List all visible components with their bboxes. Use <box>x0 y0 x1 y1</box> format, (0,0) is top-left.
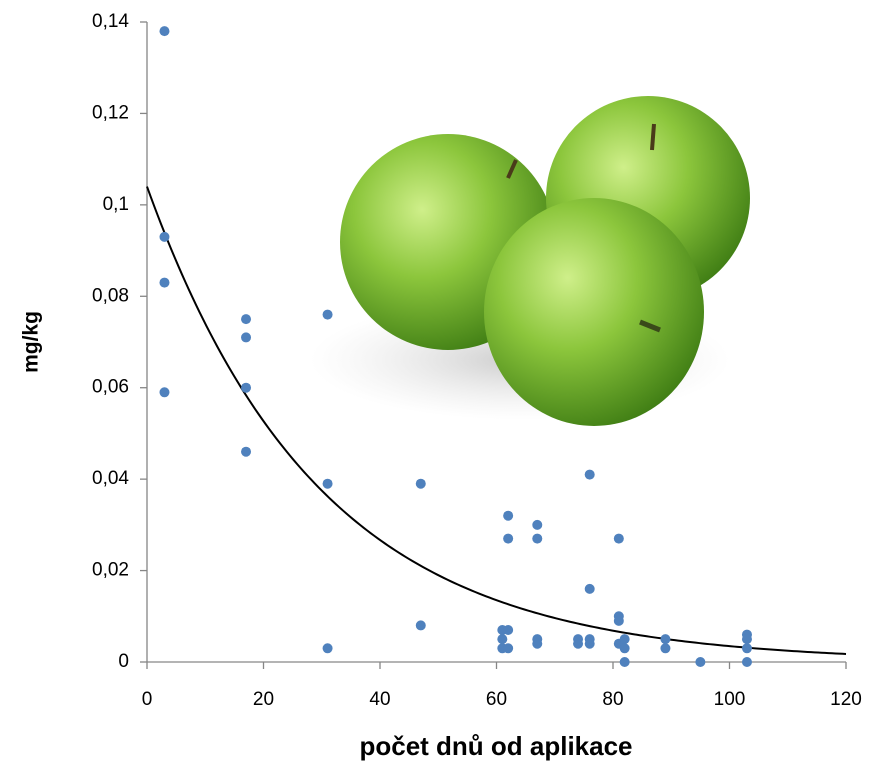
point <box>159 232 169 242</box>
y-tick-label: 0,08 <box>92 285 129 306</box>
y-tick-label: 0,02 <box>92 560 129 581</box>
point <box>503 643 513 653</box>
point <box>614 616 624 626</box>
point <box>532 639 542 649</box>
chart: mg/kg počet dnů od aplikace 0 0,02 0,04 0,0… <box>0 0 871 768</box>
point <box>620 657 630 667</box>
point <box>159 387 169 397</box>
point <box>573 639 583 649</box>
point <box>159 26 169 36</box>
x-tick-label: 60 <box>486 689 507 710</box>
x-axis-title: počet dnů od aplikace <box>359 731 632 761</box>
y-tick-label: 0,06 <box>92 377 129 398</box>
point <box>503 511 513 521</box>
point <box>532 534 542 544</box>
y-tick-label: 0 <box>118 651 129 672</box>
point <box>503 534 513 544</box>
apple-image <box>310 96 750 426</box>
point <box>416 479 426 489</box>
point <box>323 643 333 653</box>
point <box>323 310 333 320</box>
point <box>742 657 752 667</box>
point <box>620 643 630 653</box>
x-tick-label: 20 <box>253 689 274 710</box>
point <box>585 584 595 594</box>
x-tick-label: 100 <box>714 689 746 710</box>
x-tick-label: 80 <box>602 689 623 710</box>
x-tick-label: 0 <box>142 689 153 710</box>
point <box>497 634 507 644</box>
point <box>585 639 595 649</box>
point <box>614 534 624 544</box>
point <box>585 470 595 480</box>
y-tick-label: 0,1 <box>103 194 129 215</box>
y-tick-label: 0,12 <box>92 102 129 123</box>
y-axis-title: mg/kg <box>20 311 43 373</box>
point <box>695 657 705 667</box>
x-tick-label: 120 <box>830 689 862 710</box>
point <box>159 278 169 288</box>
point <box>742 634 752 644</box>
point <box>241 447 251 457</box>
point <box>416 620 426 630</box>
x-tick-label: 40 <box>369 689 390 710</box>
point <box>241 332 251 342</box>
point <box>241 383 251 393</box>
point <box>323 479 333 489</box>
point <box>742 643 752 653</box>
point <box>503 625 513 635</box>
y-tick-label: 0,04 <box>92 468 129 489</box>
point <box>532 520 542 530</box>
point <box>241 314 251 324</box>
point <box>620 634 630 644</box>
y-tick-label: 0,14 <box>92 11 129 32</box>
point <box>660 634 670 644</box>
point <box>660 643 670 653</box>
